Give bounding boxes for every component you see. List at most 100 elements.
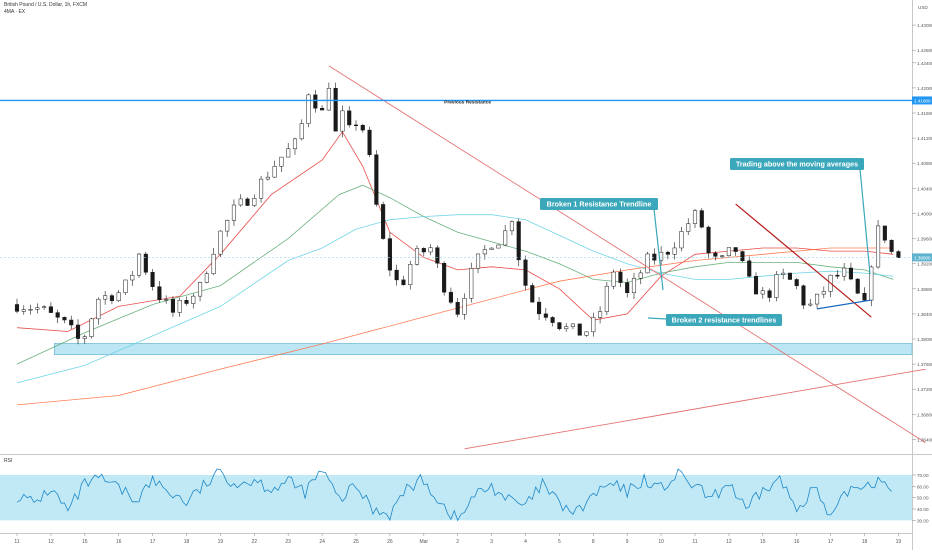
candle-body (55, 312, 60, 318)
candle-body (503, 230, 508, 246)
price-tick-label-9: 1.39600 (917, 237, 932, 242)
candle-body (564, 326, 569, 330)
candle-body (14, 304, 20, 312)
candle (747, 256, 752, 278)
candle-body (204, 273, 209, 283)
candle-body (665, 251, 670, 255)
candle-body (109, 295, 114, 301)
trendline-2[interactable] (735, 203, 872, 318)
trendline-0[interactable] (328, 65, 926, 443)
candle (584, 331, 589, 337)
candle-body (272, 166, 277, 178)
candle-body (320, 107, 325, 111)
annotation-broken-1[interactable]: Broken 1 Resistance Trendline (540, 198, 664, 291)
candle (706, 225, 711, 259)
chart-header-symbol: British Pound / U.S. Dollar, 1h, FXCM (4, 2, 88, 8)
candle-body (787, 272, 792, 280)
candle-body (882, 225, 887, 241)
annotation-broken-1-text: Broken 1 Resistance Trendline (547, 199, 652, 208)
rsi-tick-label-0: 70.00 (917, 473, 929, 478)
trendline-3[interactable] (816, 299, 872, 310)
candle (130, 271, 135, 286)
candle-body (767, 290, 772, 298)
resistance-price-tag (912, 96, 932, 105)
candle (848, 262, 853, 281)
trendline-1[interactable] (464, 368, 926, 450)
candle (489, 247, 494, 251)
price-tick-label-17: 1.36400 (917, 437, 932, 442)
candle (177, 297, 182, 317)
time-tick-label-19: 10 (658, 539, 664, 545)
candle-body (543, 313, 548, 318)
moving-average-line-3 (16, 247, 894, 406)
candle-body (686, 223, 691, 232)
candle (211, 247, 216, 276)
candle (814, 293, 820, 309)
candles-group (14, 82, 901, 345)
annotation-broken-2-box (666, 314, 782, 326)
rsi-line (16, 468, 892, 522)
candle (774, 271, 779, 302)
candle-body (855, 278, 860, 294)
candle-body (374, 154, 379, 205)
candle (238, 194, 243, 207)
price-tick-label-6: 1.40800 (917, 161, 932, 166)
candle (157, 281, 162, 303)
candle (143, 251, 148, 275)
time-tick-label-3: 16 (116, 539, 122, 545)
candle-body (462, 298, 467, 315)
time-tick-label-2: 15 (82, 539, 88, 545)
candle-body (842, 267, 847, 277)
candle (842, 263, 847, 281)
candle-body (347, 110, 352, 126)
candle-body (516, 221, 521, 261)
candle-body (604, 285, 609, 312)
price-tick-label-0: 1.43000 (917, 23, 932, 28)
candle-body (225, 220, 230, 232)
candle-body (82, 336, 87, 339)
time-tick-label-8: 23 (285, 539, 291, 545)
candle-body (862, 293, 867, 301)
candle-body (116, 292, 121, 301)
time-tick-label-13: 2 (456, 539, 459, 545)
annotation-broken-1-box (540, 198, 658, 210)
candle (781, 268, 786, 280)
candle (631, 272, 637, 299)
candle-body (313, 94, 318, 109)
candle (672, 242, 677, 260)
previous-resistance-label: Previous Resistance (444, 99, 491, 105)
candle (225, 219, 230, 237)
candle (645, 251, 650, 274)
candle-body (279, 156, 284, 167)
candle-body (645, 253, 650, 274)
candle (360, 123, 365, 133)
candle (69, 315, 74, 330)
time-tick-label-21: 12 (726, 539, 732, 545)
candle (523, 255, 528, 291)
candle-body (150, 272, 155, 287)
price-tick-label-2: 1.42400 (917, 61, 932, 66)
time-tick-label-16: 5 (558, 539, 561, 545)
candle-body (48, 306, 53, 313)
rsi-tick-label-1: 60.00 (917, 484, 929, 489)
rsi-tick-label-2: 50.00 (917, 496, 929, 501)
time-tick-label-5: 18 (184, 539, 190, 545)
time-tick-label-25: 18 (862, 539, 868, 545)
candle (299, 119, 304, 141)
candle (855, 278, 860, 295)
rsi-pane-label: RSI (4, 458, 12, 464)
candle (387, 232, 392, 277)
annotation-trading-above[interactable]: Trading above the moving averages (730, 158, 871, 275)
candle-body (509, 221, 514, 232)
candle (279, 156, 284, 173)
annotation-broken-2[interactable]: Broken 2 resistance trendlines (647, 314, 782, 326)
candle (686, 218, 691, 235)
time-tick-label-4: 17 (150, 539, 156, 545)
moving-average-line-2 (16, 214, 894, 384)
candle (381, 201, 386, 240)
candle (204, 271, 209, 284)
candle-body (631, 277, 637, 294)
candle (570, 323, 576, 330)
